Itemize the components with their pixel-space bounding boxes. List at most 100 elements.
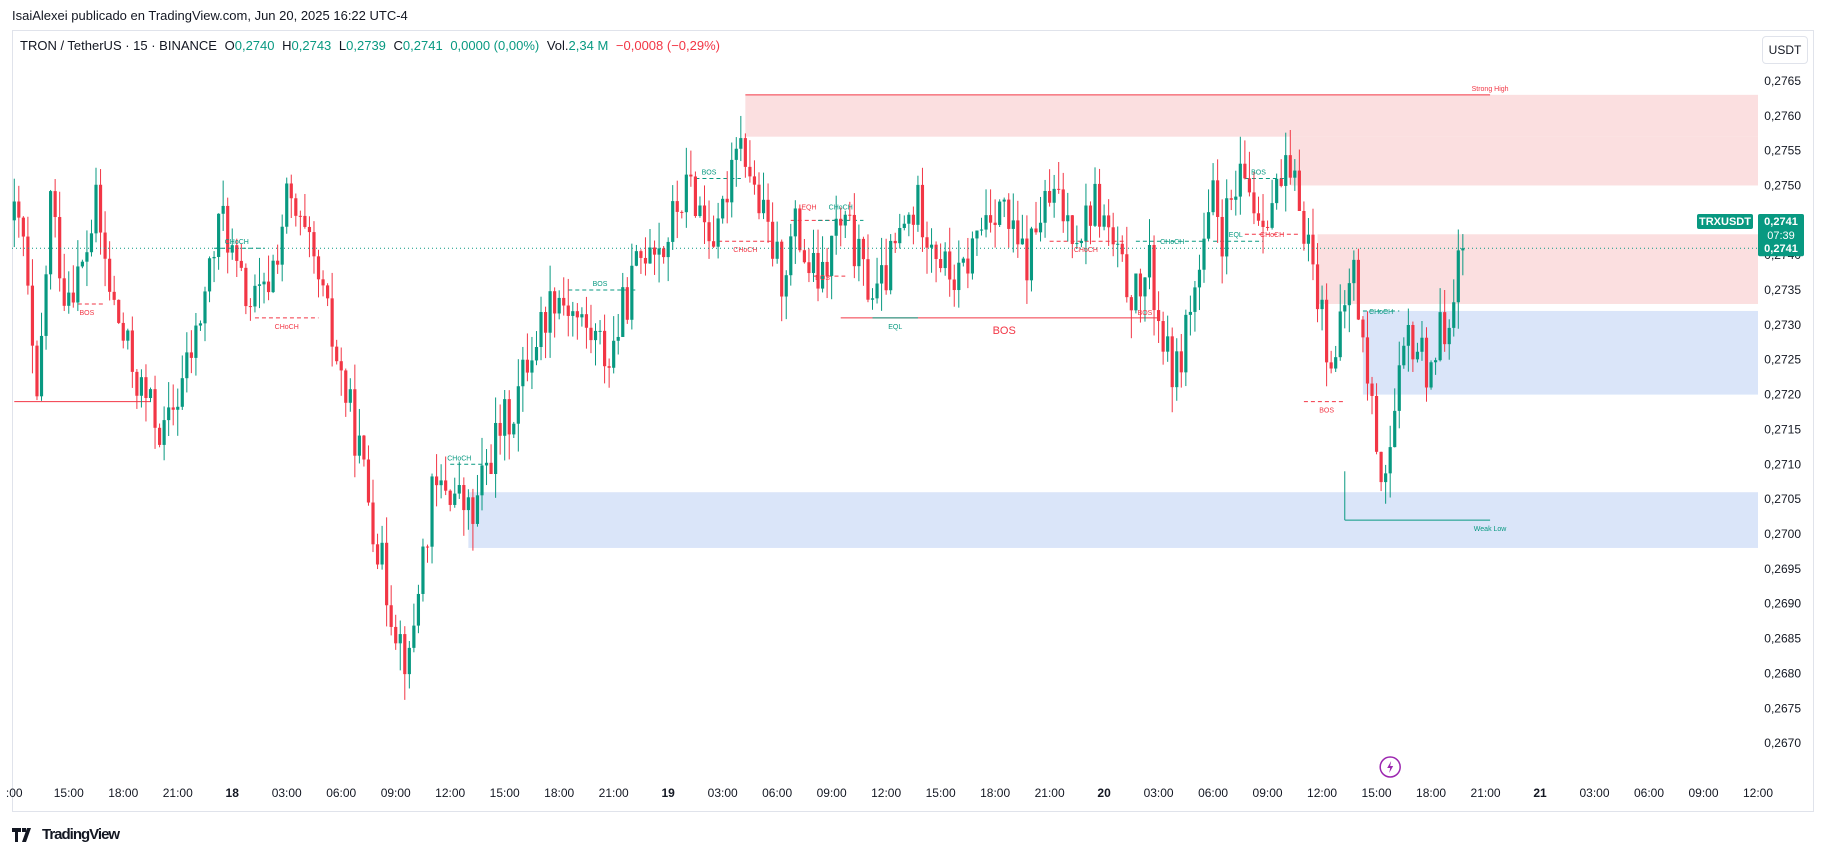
footer-brand[interactable]: TradingView [12, 826, 120, 843]
candle-body [525, 359, 529, 373]
candle-body [135, 371, 139, 396]
candle-body [784, 275, 788, 297]
symbol-label[interactable]: TRON / TetherUS · 15 · BINANCE [20, 38, 217, 53]
candle-body [516, 386, 520, 424]
last-price-axis-tag [1758, 240, 1804, 257]
candle-body [1166, 336, 1170, 352]
candle-body [67, 292, 71, 306]
candle-body [253, 285, 257, 307]
candle-body [707, 222, 711, 242]
candle-body [752, 176, 757, 185]
candle-body [970, 238, 975, 274]
candle-body [1107, 215, 1111, 228]
y-tick-label: 0,2735 [1764, 283, 1801, 297]
candle-body [648, 247, 652, 264]
currency-button[interactable]: USDT [1762, 36, 1808, 64]
candle-body [316, 256, 321, 280]
candle-body [466, 497, 470, 511]
candle-body [266, 281, 271, 293]
structure-label: Strong High [1472, 86, 1509, 93]
candle-body [1034, 228, 1038, 233]
candle-body [1438, 312, 1442, 361]
candle-body [303, 215, 307, 227]
candle-body [294, 198, 298, 216]
candle-body [471, 497, 475, 524]
volume-label: Vol. [546, 38, 569, 53]
candle-body [948, 251, 952, 280]
candle-body [1443, 312, 1447, 345]
structure-label: BOS [80, 310, 95, 317]
candle-body [144, 377, 148, 399]
ohlc-legend: TRON / TetherUS · 15 · BINANCE O0,2740 H… [20, 38, 724, 53]
y-tick-label: 0,2755 [1764, 144, 1801, 158]
candle-body [1320, 299, 1324, 310]
candle-body [893, 240, 897, 244]
candle-body [244, 267, 248, 307]
candle-body [1424, 337, 1429, 388]
candle-body [380, 542, 384, 565]
candle-body [185, 352, 189, 379]
candles-layer [12, 115, 1465, 700]
structure-label: EQL [1229, 232, 1243, 239]
low-label: L [338, 38, 347, 53]
supply-zone [1317, 234, 1758, 304]
structure-label: CHoCH [447, 455, 471, 462]
candle-body [425, 546, 430, 548]
candle-body [1093, 183, 1097, 226]
x-tick-label: 15:00 [490, 786, 520, 800]
candle-body [612, 340, 616, 368]
candle-body [512, 423, 516, 435]
y-tick-label: 0,2730 [1764, 318, 1801, 332]
y-tick-label: 0,2685 [1764, 632, 1801, 646]
candle-body [44, 274, 48, 336]
candle-body [1138, 273, 1143, 297]
candle-body [1334, 357, 1338, 369]
candle-body [607, 366, 611, 368]
candle-body [1202, 238, 1206, 270]
structure-label: Weak Low [1474, 526, 1507, 533]
y-tick-label: 0,2750 [1764, 178, 1801, 192]
structure-label: BOS [1251, 170, 1266, 177]
candle-body [1247, 178, 1252, 193]
x-tick-label: 18:00 [1416, 786, 1446, 800]
candle-body [725, 198, 729, 203]
candle-body [76, 266, 80, 303]
candle-body [371, 502, 375, 545]
candle-body [593, 330, 598, 341]
candle-body [407, 647, 411, 675]
candle-body [226, 205, 230, 253]
candle-body [603, 330, 607, 367]
structure-label: BOS [1138, 310, 1153, 317]
candle-body [457, 485, 461, 494]
candle-body [1220, 216, 1224, 257]
candle-body [798, 208, 802, 251]
candle-body [1143, 277, 1147, 297]
x-tick-label: 21:00 [1035, 786, 1065, 800]
symbol-price-tag [1697, 214, 1753, 229]
candle-body [1379, 451, 1383, 483]
candle-body [12, 201, 16, 221]
candle-body [793, 208, 797, 237]
y-tick-label: 0,2695 [1764, 562, 1801, 576]
candle-body [598, 330, 602, 332]
candle-body [1025, 238, 1029, 281]
candle-body [421, 546, 425, 594]
structure-label: BOS [993, 325, 1016, 337]
y-tick-label: 0,2710 [1764, 457, 1801, 471]
candle-body [112, 291, 116, 300]
candle-body [852, 214, 856, 267]
candle-body [1270, 203, 1274, 228]
candle-body [412, 625, 416, 648]
candle-body [389, 605, 393, 627]
candle-body [643, 257, 648, 264]
candle-body [1161, 321, 1165, 352]
candle-body [1370, 383, 1374, 396]
candle-body [353, 389, 357, 456]
bolt-icon [1379, 756, 1401, 778]
candle-body [1447, 327, 1451, 345]
candle-body [1102, 215, 1106, 227]
candle-body [1234, 196, 1238, 200]
candle-body [584, 314, 589, 328]
candle-body [562, 297, 566, 306]
